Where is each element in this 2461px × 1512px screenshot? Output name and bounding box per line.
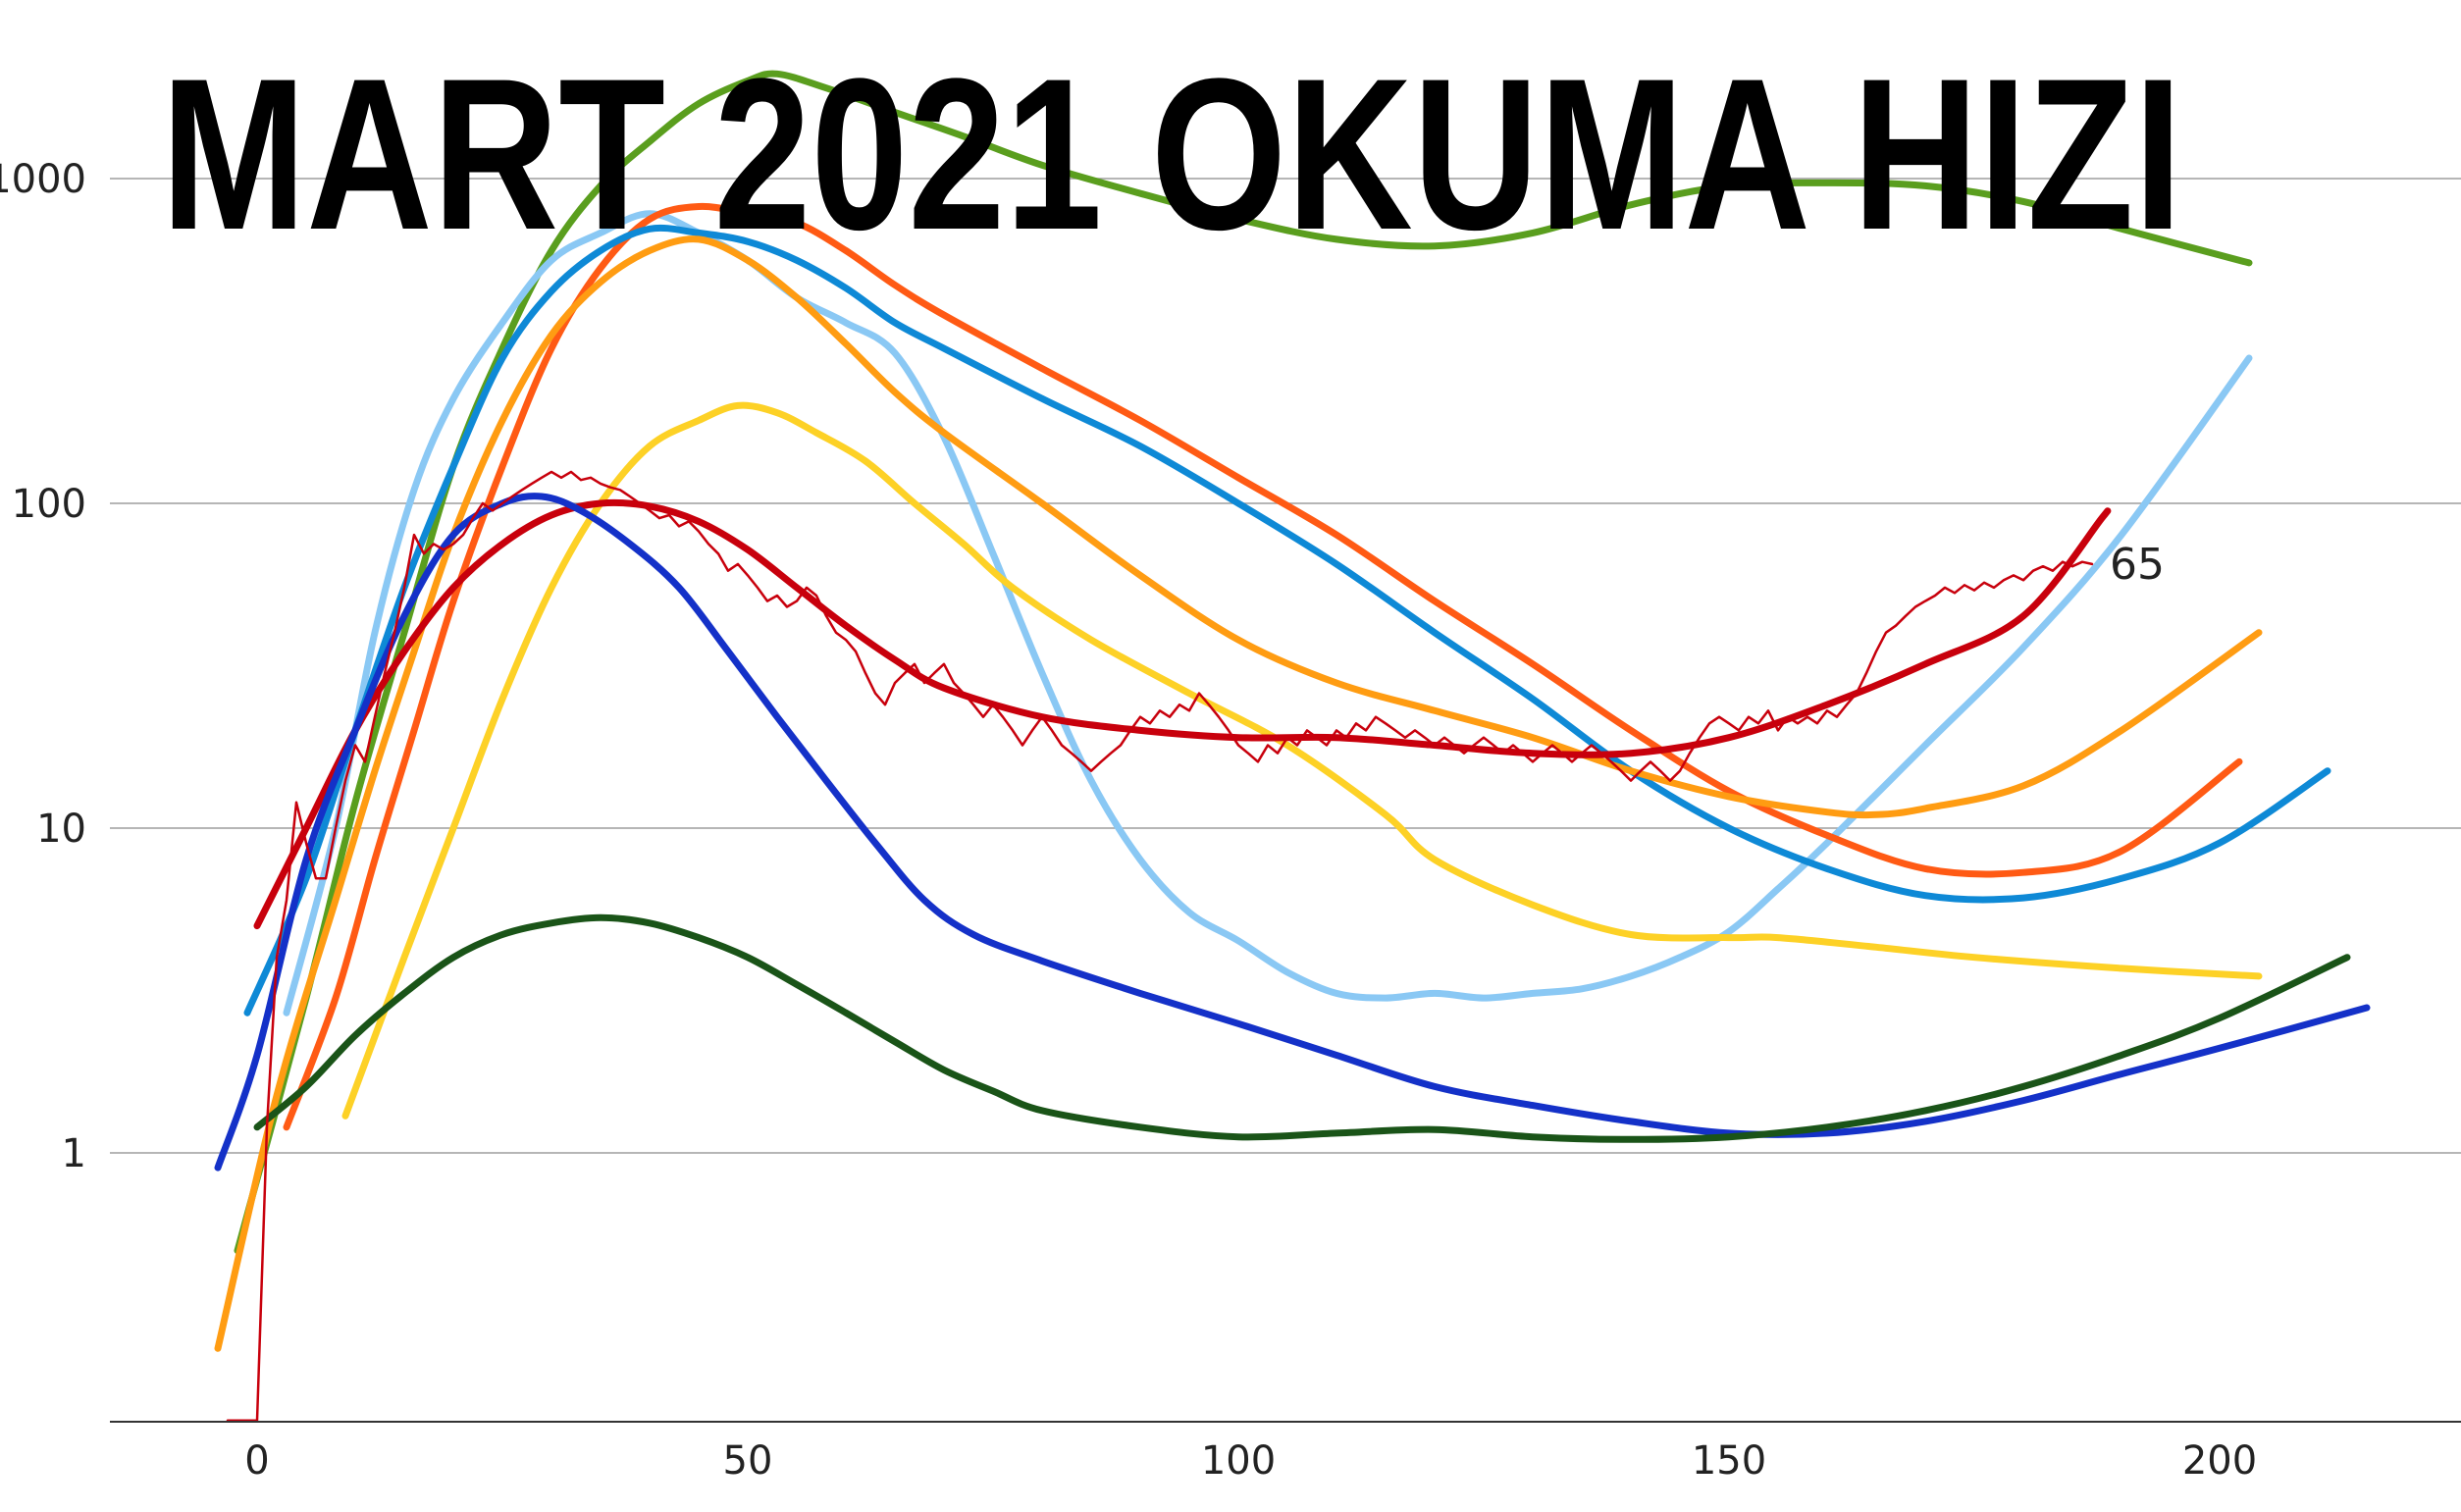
y-tick-label: 10: [36, 807, 86, 852]
x-tick-label: 150: [1692, 1438, 1766, 1484]
series-line-green-light: [234, 70, 2253, 1255]
x-tick-label: 50: [723, 1438, 773, 1484]
x-tick-labels: 0 50 100 150 200: [244, 1438, 2257, 1484]
series-lines: [214, 70, 2371, 1422]
series-line-blue: [243, 224, 2331, 1017]
series-line-orange-red: [283, 202, 2243, 1131]
chart-title: MART 2021 OKUMA HIZI: [161, 33, 2182, 275]
series-line-red-noisy: [226, 470, 2094, 1422]
series-line-royal-blue: [214, 493, 2371, 1172]
series-line-dark-red-smooth: [253, 498, 2112, 930]
series-line-dark-green: [253, 913, 2351, 1143]
y-tick-label: 100: [12, 482, 86, 527]
series-end-label: 65: [2110, 540, 2165, 590]
y-tick-label: 1: [62, 1131, 86, 1176]
x-tick-label: 200: [2182, 1438, 2257, 1484]
series-line-orange: [214, 235, 2263, 1352]
series-line-light-blue: [283, 210, 2253, 1017]
x-tick-label: 0: [244, 1438, 269, 1484]
x-tick-label: 100: [1201, 1438, 1276, 1484]
series-line-yellow: [341, 401, 2263, 1120]
